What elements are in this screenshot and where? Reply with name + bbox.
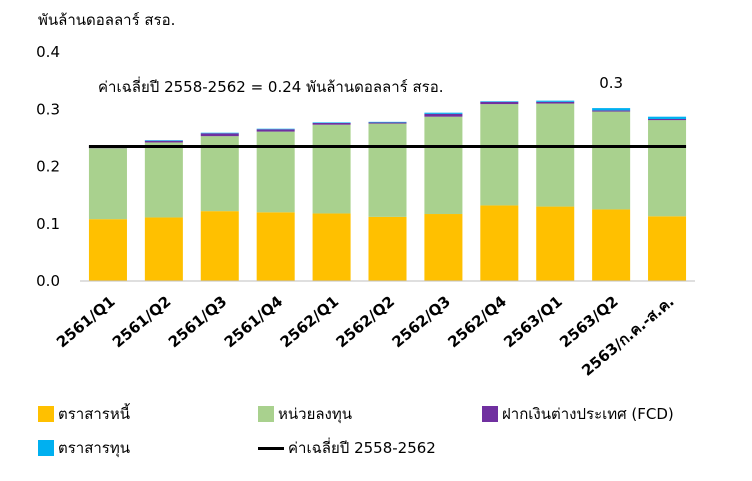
bar-segment-debt <box>648 216 687 281</box>
bar-segment-mutual-fund <box>144 142 183 218</box>
bar-segment-fcd <box>368 122 407 124</box>
y-tick-label: 0.2 <box>36 158 60 176</box>
bar-segment-equity <box>312 122 351 123</box>
x-tick-label: 2562/Q1 <box>277 292 343 351</box>
bar-segment-equity <box>480 101 519 102</box>
bar-segment-debt <box>144 217 183 281</box>
y-axis-unit-label: พันล้านดอลลาร์ สรอ. <box>38 11 176 29</box>
bar-segment-mutual-fund <box>424 116 463 215</box>
bar-segment-equity <box>424 112 463 114</box>
x-tick-label: 2561/Q3 <box>165 292 231 351</box>
y-tick-label: 0.3 <box>36 100 60 118</box>
y-tick-label: 0.0 <box>36 272 60 290</box>
bar-segment-fcd <box>200 133 239 137</box>
bar-segment-fcd <box>592 110 631 112</box>
bar-segment-mutual-fund <box>648 120 687 217</box>
bar-segment-fcd <box>424 113 463 117</box>
x-tick-label: 2562/Q3 <box>388 292 454 351</box>
x-tick-label: 2561/Q1 <box>53 292 119 351</box>
x-tick-label: 2561/Q2 <box>109 292 175 351</box>
bar-segment-mutual-fund <box>200 136 239 212</box>
y-tick-label: 0.1 <box>36 215 60 233</box>
bar-segment-debt <box>256 212 295 281</box>
bar-segment-debt <box>312 213 351 281</box>
bar-segment-equity <box>368 121 407 123</box>
average-annotation: ค่าเฉลี่ยปี 2558-2562 = 0.24 พันล้านดอลล… <box>98 76 443 96</box>
data-label: 0.3 <box>599 74 623 92</box>
bar-segment-debt <box>200 211 239 281</box>
bar-segment-mutual-fund <box>592 111 631 210</box>
bar-segment-debt <box>536 206 575 281</box>
x-tick-label: 2563/Q1 <box>500 292 566 351</box>
bar-segment-fcd <box>144 140 183 143</box>
x-tick-label: 2562/Q4 <box>444 292 510 351</box>
bar-segment-mutual-fund <box>536 103 575 207</box>
bar-segment-debt <box>88 219 127 281</box>
y-tick-label: 0.4 <box>36 43 60 61</box>
bar-segment-fcd <box>536 101 575 104</box>
x-tick-label: 2562/Q2 <box>333 292 399 351</box>
bar-segment-fcd <box>480 101 519 105</box>
bar-segment-equity <box>144 140 183 141</box>
bar-segment-mutual-fund <box>256 131 295 213</box>
bar-segment-fcd <box>256 129 295 132</box>
bar-segment-equity <box>256 128 295 130</box>
bar-segment-equity <box>536 100 575 102</box>
bar-segment-debt <box>480 205 519 281</box>
bar-segment-debt <box>424 214 463 281</box>
bar-segment-mutual-fund <box>312 124 351 214</box>
bar-segment-mutual-fund <box>368 123 407 217</box>
bar-segment-fcd <box>648 118 687 121</box>
x-tick-label: 2561/Q4 <box>221 292 287 351</box>
bar-segment-equity <box>648 116 687 119</box>
bar-segment-equity <box>592 108 631 111</box>
bar-segment-debt <box>368 216 407 281</box>
bar-segment-mutual-fund <box>480 104 519 206</box>
bar-segment-fcd <box>312 122 351 125</box>
bar-segment-mutual-fund <box>88 148 127 220</box>
bar-segment-equity <box>200 132 239 134</box>
bar-segment-debt <box>592 209 631 281</box>
